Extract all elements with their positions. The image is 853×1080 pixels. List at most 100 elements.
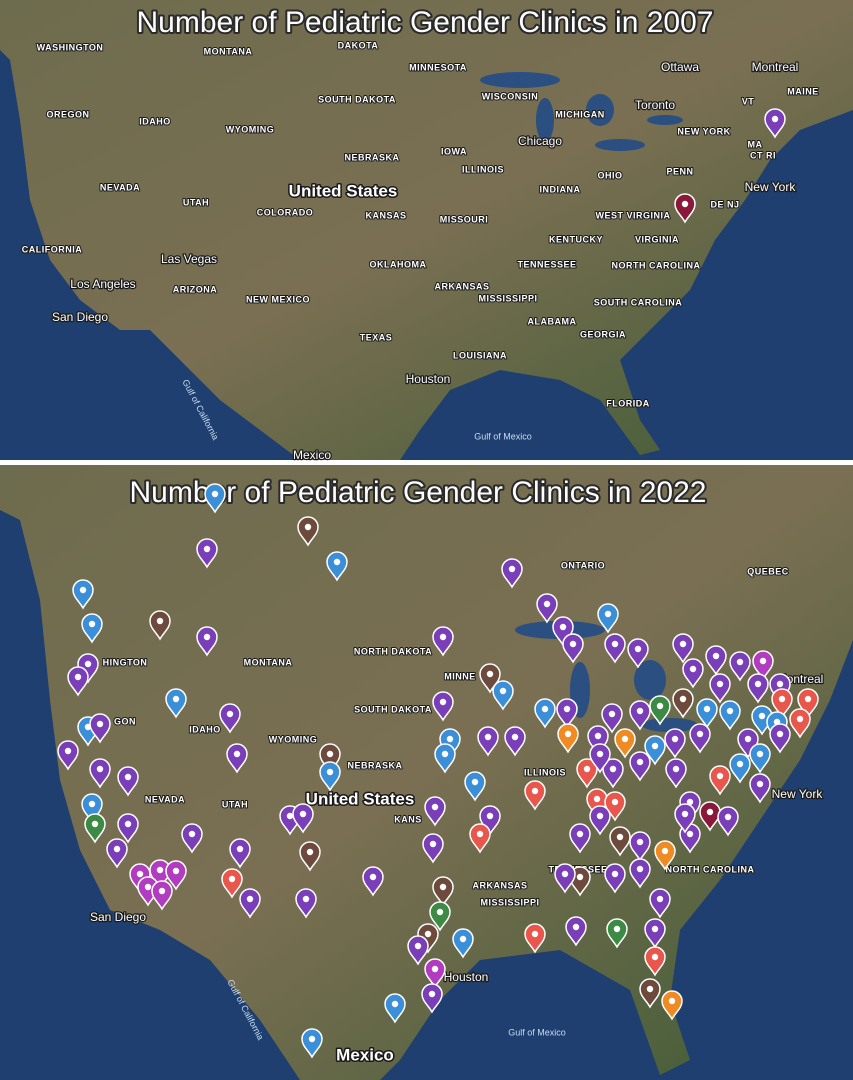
- place-label: IDAHO: [139, 116, 171, 126]
- map-pin-dot: [724, 813, 732, 821]
- map-pin-dot: [236, 845, 244, 853]
- map-pin-dot: [679, 640, 687, 648]
- map-pin-dot: [64, 747, 72, 755]
- map-pin-dot: [681, 200, 689, 208]
- map-pin-dot: [306, 848, 314, 856]
- map-pin: [221, 868, 243, 899]
- map-pin: [292, 803, 314, 834]
- map-pin: [629, 858, 651, 889]
- map-pin: [89, 758, 111, 789]
- map-pin-dot: [712, 652, 720, 660]
- map-pin: [644, 946, 666, 977]
- place-label: IOWA: [441, 146, 467, 156]
- place-label: COLORADO: [257, 207, 314, 217]
- map-pin: [672, 633, 694, 664]
- map-pin-dot: [484, 733, 492, 741]
- map-pin: [204, 483, 226, 514]
- map-pin: [665, 758, 687, 789]
- map-pin: [181, 823, 203, 854]
- map-pin: [614, 728, 636, 759]
- map-pin-dot: [613, 925, 621, 933]
- map-pin: [326, 551, 348, 582]
- map-pin: [764, 108, 786, 139]
- map-pin-dot: [754, 680, 762, 688]
- map-pin: [661, 990, 683, 1021]
- map-pin-dot: [559, 623, 567, 631]
- map-pin: [196, 538, 218, 569]
- map-pin: [151, 880, 173, 911]
- map-pin: [149, 610, 171, 641]
- map-pin: [84, 813, 106, 844]
- place-label: Los Angeles: [70, 277, 135, 291]
- map-pin-dot: [113, 845, 121, 853]
- map-pin: [319, 743, 341, 774]
- map-pin-dot: [96, 720, 104, 728]
- map-pin: [602, 758, 624, 789]
- map-pin: [604, 633, 626, 664]
- place-label: ILLINOIS: [462, 164, 504, 174]
- map-pin-dot: [756, 750, 764, 758]
- map-pin: [432, 626, 454, 657]
- map-pin-dot: [441, 750, 449, 758]
- map-pin-dot: [771, 115, 779, 123]
- map-pin: [717, 806, 739, 837]
- map-pin: [297, 516, 319, 547]
- map-pin-dot: [211, 490, 219, 498]
- map-pin-dot: [391, 1000, 399, 1008]
- map-pin-dot: [672, 765, 680, 773]
- map-pin-dot: [144, 883, 152, 891]
- map-pin: [644, 918, 666, 949]
- map-pin-dot: [74, 673, 82, 681]
- map-pin: [689, 723, 711, 754]
- map-pin-dot: [79, 586, 87, 594]
- map-pin: [477, 726, 499, 757]
- map-pin-dot: [756, 780, 764, 788]
- map-pin-dot: [188, 830, 196, 838]
- map-pin: [165, 860, 187, 891]
- map-pin: [664, 728, 686, 759]
- land: [0, 0, 853, 460]
- place-label: ARKANSAS: [472, 880, 527, 890]
- map-pin: [576, 758, 598, 789]
- place-label: UTAH: [183, 197, 209, 207]
- map-pin: [699, 801, 721, 832]
- map-pin-dot: [499, 687, 507, 695]
- map-pin-dot: [636, 865, 644, 873]
- place-label: San Diego: [52, 310, 108, 324]
- map-pin: [601, 703, 623, 734]
- map-pin-dot: [543, 600, 551, 608]
- map-pin-dot: [696, 730, 704, 738]
- place-label: NEW MEXICO: [246, 294, 310, 304]
- map-pin-dot: [569, 640, 577, 648]
- place-label: GON: [114, 716, 136, 726]
- map-pin-dot: [172, 695, 180, 703]
- place-label: IDAHO: [189, 724, 221, 734]
- map-pin: [639, 978, 661, 1009]
- place-label: NEW YORK: [677, 126, 730, 136]
- map-pin-dot: [651, 742, 659, 750]
- map-pin: [89, 713, 111, 744]
- map-pin: [674, 193, 696, 224]
- map-pin-dot: [156, 866, 164, 874]
- map-pin: [752, 650, 774, 681]
- map-pin-dot: [564, 730, 572, 738]
- map-pin-dot: [541, 705, 549, 713]
- place-label: QUEBEC: [747, 566, 789, 576]
- map-pin: [749, 743, 771, 774]
- map-pin-dot: [611, 798, 619, 806]
- place-label: New York: [745, 180, 797, 194]
- map-pin-dot: [776, 680, 784, 688]
- map-pin-dot: [326, 768, 334, 776]
- map-pin-dot: [436, 908, 444, 916]
- map-pin: [106, 838, 128, 869]
- map-pin-dot: [308, 1035, 316, 1043]
- place-label: Gulf of Mexico: [474, 431, 532, 441]
- map-pin: [719, 700, 741, 731]
- map-pin: [589, 743, 611, 774]
- map-pin: [562, 633, 584, 664]
- map-pin-dot: [476, 830, 484, 838]
- place-label: ONTARIO: [561, 560, 605, 570]
- map-pin: [196, 626, 218, 657]
- map-pin-dot: [611, 870, 619, 878]
- place-label: ALABAMA: [528, 316, 577, 326]
